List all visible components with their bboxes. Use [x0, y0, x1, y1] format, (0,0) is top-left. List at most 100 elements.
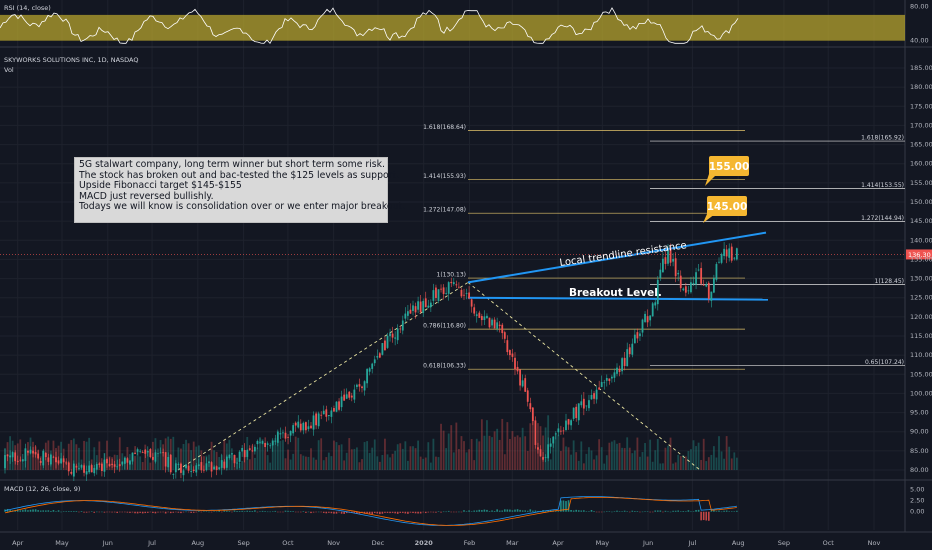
volume-bar: [720, 451, 723, 470]
macd-histogram-bar: [19, 510, 22, 512]
candle-body: [465, 293, 468, 294]
fib-level-label: 1.272(144.94): [861, 215, 904, 222]
volume-bar: [322, 460, 325, 470]
volume-bar: [241, 460, 244, 470]
volume-bar: [401, 448, 404, 470]
macd-histogram-bar: [687, 510, 690, 512]
x-tick-label: Aug: [191, 539, 204, 547]
macd-histogram-bar: [70, 511, 73, 512]
candle-body: [386, 335, 389, 348]
fib-level-label: 1.414(155.93): [423, 173, 466, 180]
trend-drawings: 136.30: [0, 231, 932, 471]
y-tick-label: 170.00: [910, 121, 932, 129]
macd-histogram-bar: [621, 511, 623, 512]
candle-body: [98, 463, 101, 465]
candle-body: [603, 382, 606, 384]
candle-body: [537, 447, 539, 450]
volume-bar: [231, 453, 233, 470]
volume-bar: [600, 447, 603, 470]
volume-bar: [70, 440, 73, 470]
volume-bar: [19, 439, 22, 470]
candle-body: [361, 386, 363, 389]
candle-body: [16, 460, 19, 463]
macd-histogram-bar: [203, 511, 205, 512]
candle-body: [560, 430, 562, 432]
candle-body: [231, 453, 233, 455]
candle-body: [475, 314, 478, 316]
volume-bar: [480, 419, 483, 470]
breakout-annotation: Breakout Level.: [569, 287, 662, 299]
candle-body: [187, 465, 190, 471]
macd-histogram-bar: [394, 511, 396, 514]
volume-bar: [350, 449, 353, 470]
candle-body: [728, 248, 731, 258]
candle-body: [631, 343, 634, 355]
candle-body: [470, 299, 473, 307]
candle-body: [123, 457, 126, 464]
volume-bar: [320, 438, 323, 470]
volume-bar: [162, 444, 164, 470]
candle-body: [52, 456, 55, 458]
volume-bar: [447, 433, 450, 470]
symbol-title: SKYWORKS SOLUTIONS INC, 1D, NASDAQ: [4, 56, 139, 64]
candle-body: [480, 316, 483, 321]
volume-bar: [118, 437, 121, 470]
candle-body: [75, 465, 78, 468]
macd-histogram-bar: [147, 511, 149, 513]
x-tick-label: Nov: [327, 539, 340, 547]
macd-histogram-bar: [226, 510, 228, 512]
macd-histogram-bar: [708, 511, 710, 521]
macd-histogram-bar: [307, 511, 310, 513]
macd-histogram-bar: [159, 511, 162, 513]
candle-body: [429, 302, 432, 308]
candle-body: [633, 334, 636, 344]
macd-histogram-bar: [475, 510, 478, 512]
candle-body: [511, 353, 514, 357]
macd-histogram-bar: [302, 511, 305, 512]
candle-body: [246, 450, 249, 457]
price-candles: [4, 242, 738, 482]
volume-bar: [613, 440, 616, 470]
macd-histogram-bar: [111, 511, 113, 513]
candle-body: [213, 466, 215, 470]
macd-histogram-bar: [182, 511, 185, 513]
macd-histogram-bar: [445, 511, 447, 513]
x-tick-label: Mar: [506, 539, 519, 547]
candle-body: [62, 458, 65, 463]
candle-body: [305, 422, 307, 431]
macd-histogram-bar: [501, 510, 504, 512]
macd-histogram-bar: [435, 511, 437, 513]
y-tick-label: 185.00: [910, 64, 932, 72]
macd-histogram-bar: [172, 511, 175, 513]
candle-body: [542, 457, 544, 460]
candle-body: [205, 463, 208, 471]
x-tick-label: Oct: [823, 539, 835, 547]
rsi-indicator-label: RSI (14, close): [4, 4, 51, 12]
macd-histogram-bar: [710, 510, 713, 512]
candle-body: [134, 452, 136, 454]
volume-bar: [557, 434, 560, 470]
macd-histogram-bar: [725, 510, 728, 512]
macd-histogram-bar: [562, 500, 565, 512]
macd-histogram-bar: [524, 510, 526, 512]
volume-bar: [427, 442, 430, 470]
volume-bar: [424, 457, 427, 470]
volume-bar: [713, 446, 715, 470]
macd-histogram-bar: [532, 510, 534, 512]
macd-histogram-bar: [626, 511, 628, 512]
macd-histogram-bar: [96, 511, 98, 513]
candle-body: [118, 464, 121, 467]
x-tick-label: Oct: [282, 539, 294, 547]
candle-body: [628, 347, 631, 355]
candle-body: [228, 454, 231, 459]
macd-histogram-bar: [733, 511, 736, 512]
volume-bar: [715, 457, 718, 470]
candle-body: [677, 272, 680, 275]
candle-body: [695, 272, 697, 285]
candle-body: [261, 441, 264, 444]
macd-histogram-bar: [521, 510, 524, 512]
volume-bar: [575, 452, 578, 470]
macd-pane: 5.00 2.50 0.00: [4, 486, 924, 526]
volume-bar: [78, 447, 80, 470]
macd-histogram-bar: [491, 510, 493, 512]
